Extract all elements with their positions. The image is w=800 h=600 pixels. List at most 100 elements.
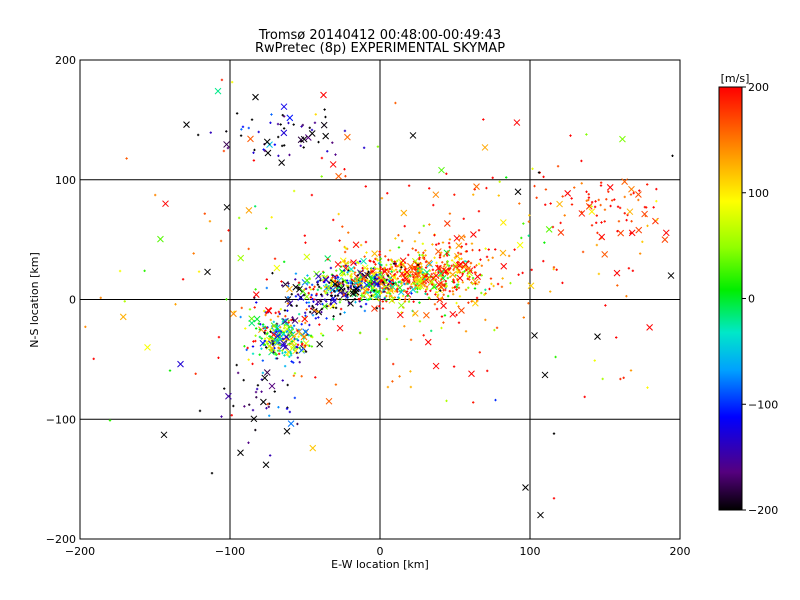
scatter-point-dot: [377, 267, 381, 271]
scatter-point-dot: [387, 278, 390, 282]
scatter-point-dot: [686, 192, 688, 194]
scatter-point-dot: [335, 274, 339, 277]
scatter-point-dot: [253, 306, 256, 309]
scatter-point-dot: [255, 396, 258, 399]
scatter-point-dot: [440, 278, 443, 281]
scatter-point-dot: [282, 333, 286, 336]
scatter-point-dot: [260, 347, 263, 350]
scatter-point-dot: [294, 278, 297, 281]
scatter-point-dot: [403, 224, 406, 228]
scatter-point-dot: [445, 172, 448, 175]
scatter-point-dot: [425, 285, 429, 289]
scatter-point-dot: [258, 353, 261, 356]
scatter-point-dot: [517, 273, 520, 276]
scatter-point-dot: [271, 339, 274, 342]
scatter-point-dot: [425, 275, 428, 278]
scatter-point-dot: [460, 245, 463, 248]
scatter-point-cross: [322, 276, 330, 284]
scatter-point-dot: [492, 284, 495, 288]
scatter-point-dot: [616, 205, 620, 208]
scatter-point-cross: [438, 166, 445, 174]
scatter-point-dot: [458, 268, 461, 272]
scatter-point-dot: [696, 244, 698, 246]
scatter-point-cross: [300, 333, 308, 341]
scatter-point-dot: [440, 270, 443, 273]
plot-frame: [79, 59, 681, 540]
scatter-point-cross: [578, 210, 586, 217]
scatter-point-dot: [417, 271, 420, 274]
scatter-point-dot: [590, 205, 593, 208]
scatter-point-dot: [311, 313, 315, 317]
scatter-point-dot: [585, 199, 588, 202]
scatter-point-dot: [424, 254, 427, 257]
scatter-point-dot: [354, 281, 357, 285]
scatter-point-dot: [332, 289, 336, 293]
scatter-point-dot: [447, 250, 450, 254]
scatter-point-dot: [406, 287, 410, 290]
scatter-point-cross: [360, 292, 368, 300]
scatter-point-dot: [379, 260, 382, 264]
scatter-point-dot: [480, 264, 484, 267]
scatter-point-dot: [282, 260, 286, 264]
scatter-point-dot: [380, 196, 384, 200]
scatter-point-dot: [350, 272, 353, 276]
scatter-point-dot: [344, 247, 347, 250]
scatter-point-dot: [421, 242, 425, 245]
scatter-point-dot: [407, 253, 410, 257]
scatter-point-cross: [594, 333, 601, 340]
scatter-point-cross: [296, 285, 303, 293]
scatter-point-dot: [533, 184, 536, 188]
scatter-point-dot: [283, 364, 287, 368]
scatter-point-dot: [428, 187, 431, 190]
scatter-point-cross: [428, 278, 436, 286]
scatter-point-dot: [358, 300, 361, 303]
scatter-point-dot: [251, 408, 255, 412]
scatter-point-cross: [455, 242, 463, 249]
scatter-point-dot: [343, 311, 346, 314]
scatter-point-dot: [496, 282, 500, 286]
scatter-point-dot: [478, 248, 481, 252]
scatter-point-dot: [465, 268, 468, 272]
scatter-point-dot: [601, 377, 604, 381]
scatter-point-dot: [331, 141, 334, 144]
scatter-point-dot: [368, 259, 371, 262]
scatter-point-dot: [225, 130, 228, 133]
scatter-point-dot: [394, 101, 397, 105]
scatter-point-dot: [277, 329, 281, 333]
scatter-point-dot: [276, 315, 280, 318]
scatter-point-dot: [625, 218, 628, 222]
scatter-point-dot: [436, 295, 439, 298]
scatter-point-dot: [273, 351, 277, 355]
scatter-point-dot: [286, 330, 289, 333]
scatter-point-dot: [646, 386, 649, 389]
scatter-point-dot: [360, 298, 363, 302]
scatter-point-dot: [473, 271, 477, 274]
scatter-point-dot: [292, 324, 296, 327]
scatter-point-dot: [394, 268, 398, 271]
scatter-point-cross: [471, 299, 479, 307]
scatter-point-cross: [400, 209, 408, 217]
scatter-point-dot: [345, 247, 349, 251]
scatter-point-dot: [356, 261, 360, 264]
scatter-point-dot: [631, 269, 635, 273]
scatter-point-cross: [316, 340, 323, 348]
scatter-point-cross: [280, 103, 288, 111]
scatter-point-cross: [468, 370, 475, 378]
scatter-point-dot: [439, 274, 443, 278]
scatter-point-dot: [320, 293, 323, 296]
scatter-point-dot: [468, 267, 471, 270]
colorbar: [718, 86, 743, 511]
scatter-point-dot: [381, 268, 384, 271]
scatter-point-dot: [618, 206, 622, 210]
scatter-point-dot: [438, 253, 442, 257]
scatter-point-dot: [449, 266, 452, 270]
scatter-point-dot: [373, 266, 376, 269]
scatter-point-cross: [481, 144, 489, 151]
scatter-point-dot: [123, 300, 126, 303]
scatter-point-dot: [307, 304, 311, 308]
scatter-point-dot: [263, 149, 267, 153]
scatter-point-dot: [280, 284, 284, 287]
scatter-point-dot: [403, 282, 406, 286]
scatter-point-cross: [349, 290, 357, 297]
scatter-point-dot: [326, 258, 330, 261]
